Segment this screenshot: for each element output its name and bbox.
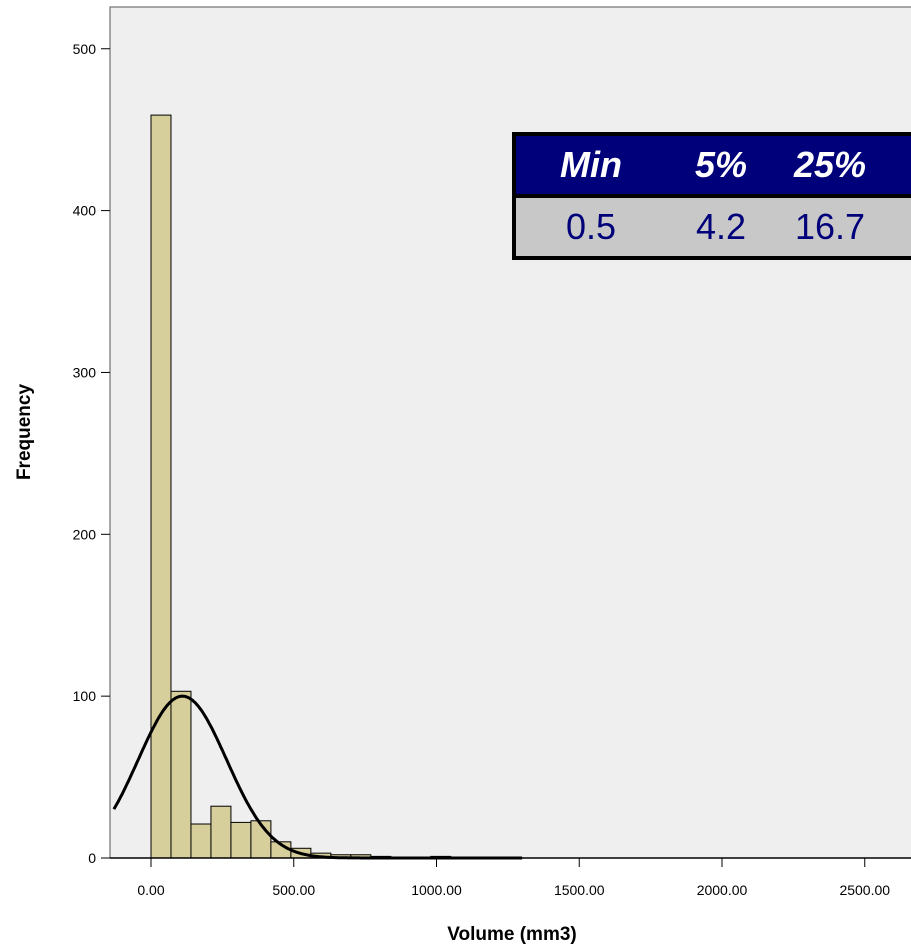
y-tick-label: 400 (73, 203, 97, 219)
y-tick-label: 0 (88, 850, 96, 866)
histogram-bar-2 (190, 823, 212, 859)
x-tick-label: 2000.00 (697, 882, 748, 898)
histogram-bar-4 (230, 821, 252, 859)
x-axis-title: Volume (mm3) (447, 924, 577, 945)
stats-header-p25: 25% (793, 144, 867, 185)
y-tick-label: 200 (73, 526, 97, 542)
stats-header-min: Min (560, 144, 622, 185)
histogram-bar-1 (170, 690, 192, 859)
stats-value-p5: 4.2 (695, 206, 747, 247)
stats-header-p5: 5% (694, 144, 748, 185)
y-tick-label: 500 (73, 41, 97, 57)
stats-value-row: 0.5 4.2 16.7 (516, 198, 911, 256)
x-tick-label: 1500.00 (554, 882, 605, 898)
stats-header-row: Min 5% 25% (516, 136, 911, 194)
stats-table: Min 5% 25% 0.5 4.2 16.7 (512, 132, 911, 260)
x-tick-label: 0.00 (137, 882, 164, 898)
histogram-bar-3 (210, 805, 232, 859)
x-tick-label: 2500.00 (839, 882, 890, 898)
y-axis: 0 100 200 300 400 500 (73, 41, 110, 866)
x-tick-label: 500.00 (272, 882, 315, 898)
x-axis: 0.00 500.00 1000.00 1500.00 2000.00 2500.00 (137, 858, 890, 898)
stats-value-min: 0.5 (565, 206, 617, 247)
y-tick-label: 100 (73, 688, 97, 704)
stats-value-p25: 16.7 (794, 206, 866, 247)
histogram-bar-0 (150, 114, 172, 859)
x-tick-label: 1000.00 (411, 882, 462, 898)
y-tick-label: 300 (73, 364, 97, 380)
y-axis-title: Frequency (14, 384, 35, 481)
